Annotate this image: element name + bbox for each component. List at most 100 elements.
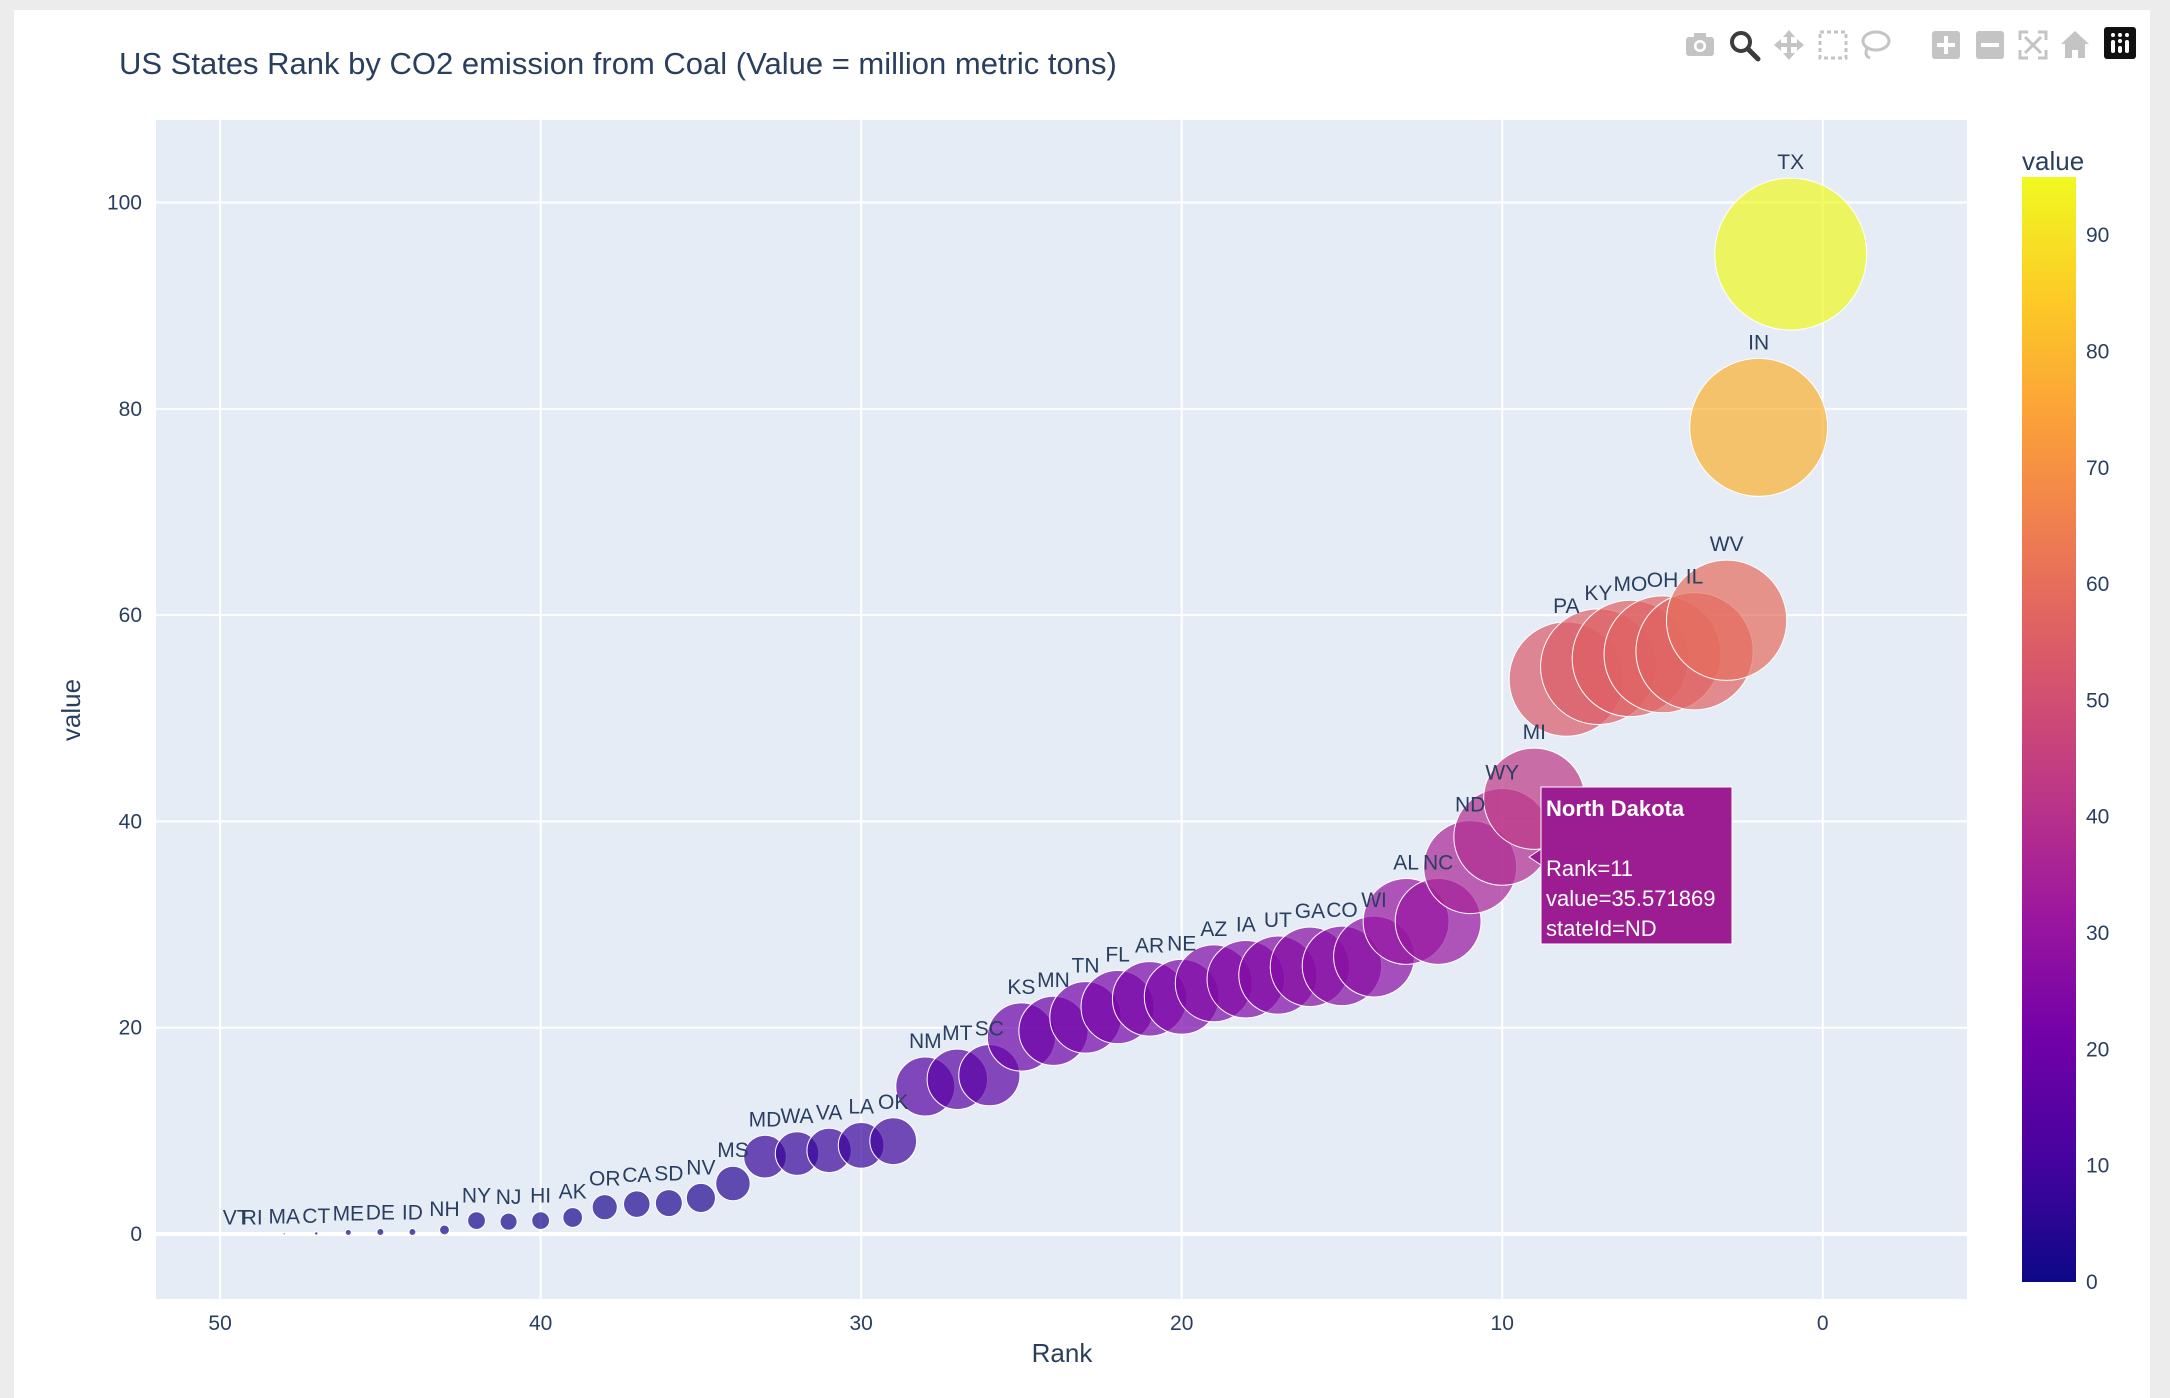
y-tick-label: 80 [119, 398, 142, 421]
colorbar-tick-label: 40 [2086, 806, 2109, 829]
bubble-ct[interactable] [314, 1231, 319, 1236]
point-label-il: IL [1686, 566, 1704, 589]
point-label-az: AZ [1200, 918, 1227, 941]
bubble-ak[interactable] [562, 1207, 584, 1228]
bubble-or[interactable] [591, 1194, 618, 1221]
bubble-in[interactable] [1689, 357, 1829, 497]
point-label-mt: MT [942, 1022, 972, 1045]
point-label-or: OR [589, 1168, 621, 1191]
bubble-wv[interactable] [1665, 559, 1788, 681]
hover-title: North Dakota [1546, 796, 1685, 821]
hover-line-value: value=35.571869 [1546, 886, 1715, 911]
colorbar-tick-label: 30 [2086, 922, 2109, 945]
point-label-ri: RI [242, 1206, 263, 1229]
y-tick-label: 20 [119, 1017, 142, 1040]
bubble-hi[interactable] [531, 1211, 551, 1230]
colorbar-tick-label: 60 [2086, 573, 2109, 596]
point-label-pa: PA [1553, 595, 1579, 618]
x-tick-label: 50 [208, 1312, 231, 1335]
hover-line-rank: Rank=11 [1546, 856, 1633, 881]
y-axis-title: value [56, 679, 86, 741]
pan-icon[interactable] [1774, 30, 1804, 60]
point-label-nh: NH [429, 1198, 459, 1221]
modebar [1686, 27, 2136, 62]
scatter-markers[interactable] [235, 177, 1868, 1236]
point-label-wa: WA [781, 1105, 814, 1128]
x-tick-label: 10 [1491, 1312, 1514, 1335]
point-label-ct: CT [302, 1205, 330, 1228]
point-label-mi: MI [1523, 721, 1546, 744]
x-axis-title: Rank [1032, 1338, 1094, 1368]
chart-svg: US States Rank by CO2 emission from Coal… [56, 27, 2136, 1368]
point-label-sd: SD [654, 1163, 683, 1186]
bubble-ri[interactable] [251, 1232, 254, 1236]
reset-axes-icon[interactable] [2061, 31, 2089, 58]
point-label-va: VA [816, 1101, 842, 1124]
point-label-ca: CA [622, 1164, 651, 1187]
bubble-id[interactable] [408, 1227, 417, 1236]
point-label-ak: AK [559, 1181, 587, 1204]
bubble-ok[interactable] [869, 1117, 918, 1166]
point-label-ne: NE [1167, 932, 1196, 955]
y-tick-label: 100 [107, 192, 142, 215]
x-tick-label: 30 [849, 1312, 872, 1335]
point-label-wv: WV [1710, 533, 1744, 556]
point-label-ga: GA [1295, 900, 1325, 923]
bubble-de[interactable] [376, 1227, 385, 1236]
point-label-ar: AR [1135, 935, 1164, 958]
point-label-nm: NM [909, 1030, 942, 1053]
point-label-co: CO [1326, 899, 1358, 922]
autoscale-icon[interactable] [2018, 30, 2048, 60]
colorbar-title: value [2022, 146, 2084, 176]
hover-tooltip: North Dakota Rank=11 value=35.571869 sta… [1528, 786, 1733, 945]
colorbar: value 0 10 20 30 40 50 60 70 80 90 [2022, 146, 2109, 1294]
point-label-ny: NY [462, 1185, 491, 1208]
camera-icon[interactable] [1686, 33, 1714, 56]
point-label-tx: TX [1777, 151, 1804, 174]
point-label-tn: TN [1072, 955, 1100, 978]
zoom-out-icon[interactable] [1976, 31, 2004, 59]
bubble-me[interactable] [344, 1228, 352, 1236]
bubble-nh[interactable] [439, 1224, 450, 1236]
bubble-ny[interactable] [467, 1211, 486, 1230]
point-label-oh: OH [1647, 569, 1679, 592]
bubble-nv[interactable] [685, 1182, 716, 1214]
bubble-ca[interactable] [623, 1190, 651, 1218]
point-label-ia: IA [1236, 913, 1256, 936]
colorbar-tick-label: 70 [2086, 457, 2109, 480]
colorbar-tick-label: 0 [2086, 1271, 2098, 1294]
point-label-vt: VT [223, 1206, 250, 1229]
point-label-la: LA [848, 1095, 874, 1118]
point-label-mo: MO [1614, 573, 1648, 596]
bubble-ms[interactable] [715, 1165, 751, 1202]
bubble-tx[interactable] [1714, 177, 1868, 331]
point-label-wy: WY [1485, 762, 1519, 785]
bubble-ma[interactable] [282, 1232, 286, 1236]
point-label-nd: ND [1455, 794, 1485, 817]
point-label-sc: SC [975, 1018, 1004, 1041]
bubble-nj[interactable] [499, 1212, 518, 1231]
zoom-in-icon[interactable] [1932, 31, 1960, 59]
colorbar-ticks: 0 10 20 30 40 50 60 70 80 90 [2086, 224, 2109, 1294]
point-label-nj: NJ [496, 1186, 522, 1209]
point-label-me: ME [333, 1202, 365, 1225]
bubble-sd[interactable] [654, 1189, 683, 1218]
hover-line-stateid: stateId=ND [1546, 916, 1657, 941]
hover-box [1540, 786, 1733, 945]
point-label-wi: WI [1361, 889, 1387, 912]
x-tick-label: 40 [529, 1312, 552, 1335]
box-select-icon[interactable] [1818, 30, 1848, 60]
x-tick-label: 20 [1170, 1312, 1193, 1335]
colorbar-tick-label: 50 [2086, 689, 2109, 712]
zoom-icon[interactable] [1730, 31, 1761, 62]
x-tick-label: 0 [1817, 1312, 1829, 1335]
bubble-vt[interactable] [235, 1232, 238, 1236]
plotly-logo-icon[interactable] [2104, 27, 2136, 59]
point-label-ma: MA [268, 1206, 300, 1229]
colorbar-tick-label: 90 [2086, 224, 2109, 247]
lasso-icon[interactable] [1861, 30, 1891, 60]
point-label-md: MD [749, 1108, 782, 1131]
point-label-in: IN [1748, 331, 1769, 354]
colorbar-tick-label: 80 [2086, 340, 2109, 363]
